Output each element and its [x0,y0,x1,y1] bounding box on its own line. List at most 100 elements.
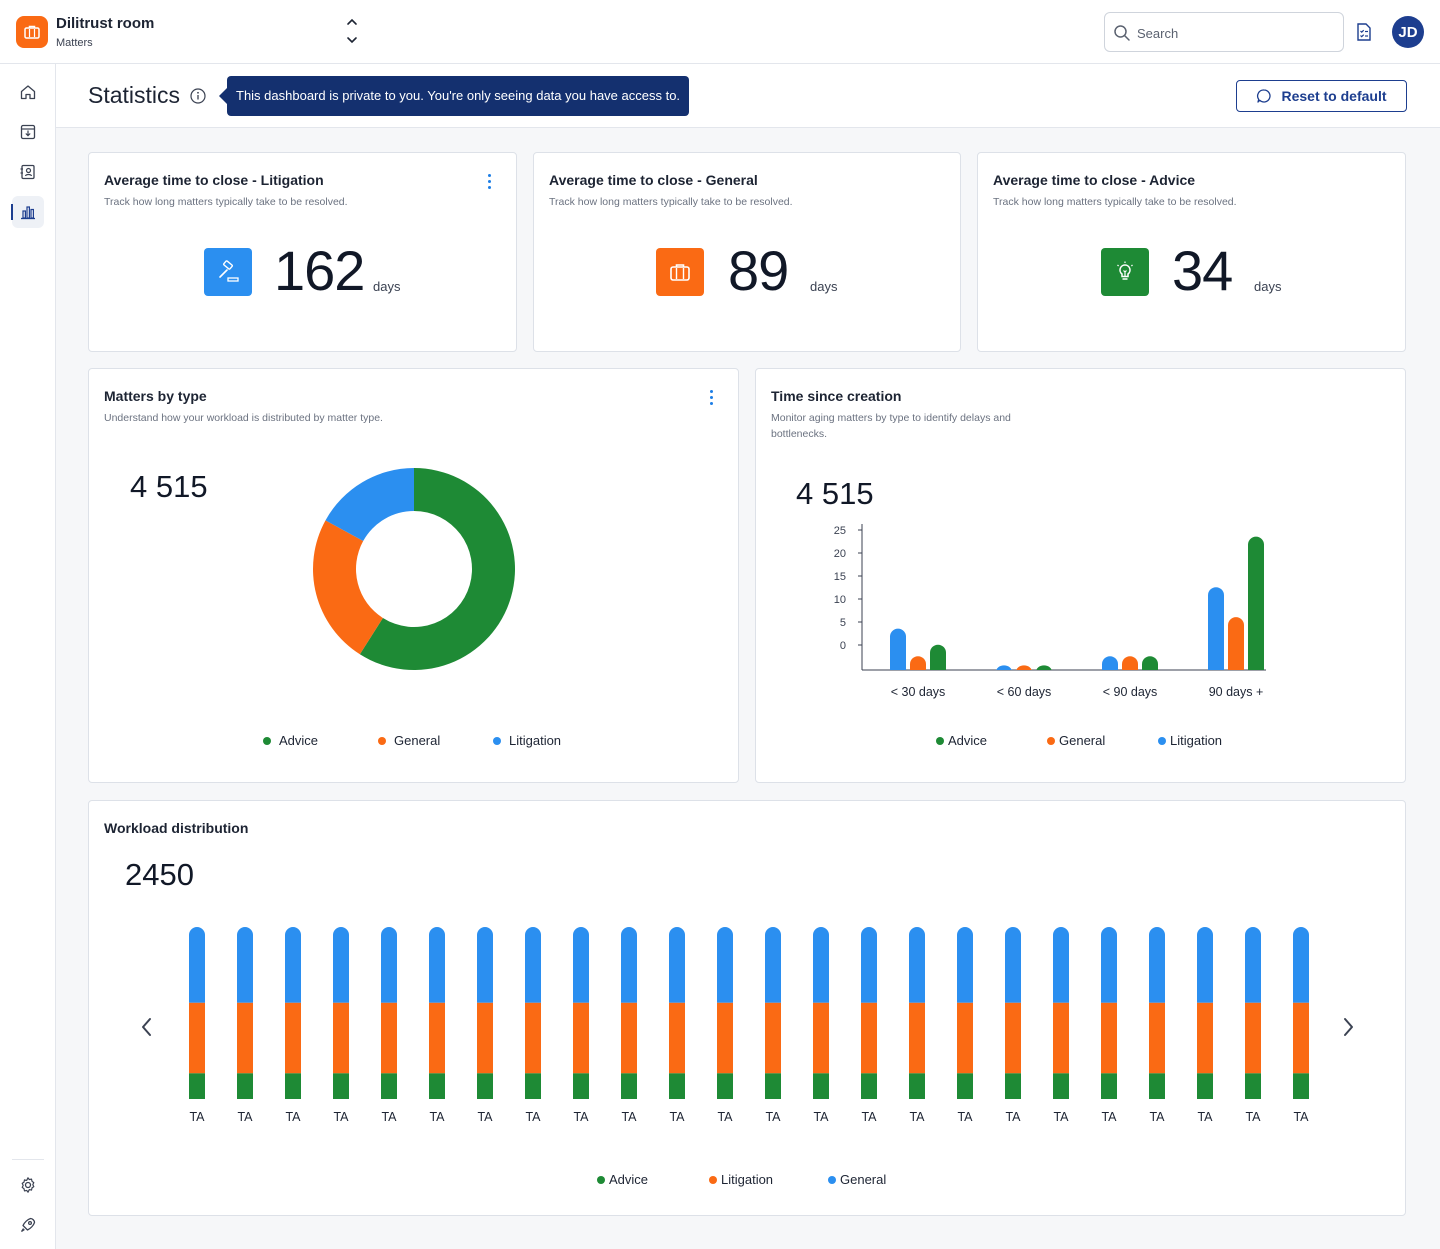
bar-segment-litigation[interactable] [477,1002,493,1074]
sidebar-item-home[interactable] [12,76,44,108]
bar-segment-general[interactable] [285,927,301,1003]
bar-segment-litigation[interactable] [1293,1002,1309,1074]
bar-segment-advice[interactable] [1197,1073,1213,1099]
bar-segment-general[interactable] [573,927,589,1003]
briefcase-icon[interactable] [16,16,48,48]
bar-segment-general[interactable] [381,927,397,1003]
bar-segment-general[interactable] [477,927,493,1003]
info-icon[interactable] [190,88,206,104]
bar-segment-advice[interactable] [909,1073,925,1099]
bar-segment-advice[interactable] [957,1073,973,1099]
bar-general[interactable] [1122,656,1138,678]
bar-segment-litigation[interactable] [813,1002,829,1074]
bar-segment-advice[interactable] [285,1073,301,1099]
sidebar-item-contacts[interactable] [12,156,44,188]
bar-general[interactable] [910,656,926,678]
bar-segment-general[interactable] [429,927,445,1003]
bar-segment-general[interactable] [1293,927,1309,1003]
avatar[interactable]: JD [1392,16,1424,48]
more-options-icon[interactable] [481,171,497,191]
bar-segment-litigation[interactable] [381,1002,397,1074]
bar-segment-advice[interactable] [669,1073,685,1099]
bar-advice[interactable] [1142,656,1158,678]
bar-general[interactable] [1228,617,1244,678]
bar-segment-litigation[interactable] [909,1002,925,1074]
bar-segment-litigation[interactable] [333,1002,349,1074]
bar-segment-litigation[interactable] [1005,1002,1021,1074]
bar-segment-general[interactable] [957,927,973,1003]
bar-litigation[interactable] [890,628,906,678]
bar-litigation[interactable] [1208,587,1224,678]
bar-litigation[interactable] [1102,656,1118,678]
sidebar-item-statistics[interactable] [11,196,44,228]
bar-segment-litigation[interactable] [861,1002,877,1074]
bar-litigation[interactable] [996,665,1012,678]
bar-segment-advice[interactable] [477,1073,493,1099]
bar-segment-general[interactable] [861,927,877,1003]
bar-segment-general[interactable] [1101,927,1117,1003]
bar-segment-advice[interactable] [861,1073,877,1099]
donut-slice-advice[interactable] [359,468,515,670]
bar-segment-general[interactable] [1149,927,1165,1003]
bar-segment-litigation[interactable] [1245,1002,1261,1074]
bar-segment-litigation[interactable] [237,1002,253,1074]
bar-segment-advice[interactable] [381,1073,397,1099]
bar-segment-litigation[interactable] [621,1002,637,1074]
bar-segment-general[interactable] [621,927,637,1003]
donut-slice-litigation[interactable] [325,468,414,542]
bar-segment-litigation[interactable] [429,1002,445,1074]
bar-segment-general[interactable] [765,927,781,1003]
bar-segment-general[interactable] [333,927,349,1003]
bar-segment-advice[interactable] [813,1073,829,1099]
chevron-right-icon[interactable] [1338,1014,1358,1040]
bar-segment-general[interactable] [1245,927,1261,1003]
bar-segment-general[interactable] [1005,927,1021,1003]
bar-segment-advice[interactable] [1245,1073,1261,1099]
bar-segment-advice[interactable] [1053,1073,1069,1099]
bar-segment-litigation[interactable] [1101,1002,1117,1074]
bar-segment-litigation[interactable] [1053,1002,1069,1074]
sidebar-item-inbox[interactable] [12,116,44,148]
bar-general[interactable] [1016,665,1032,678]
bar-segment-litigation[interactable] [189,1002,205,1074]
sidebar-item-launch[interactable] [12,1209,44,1241]
bar-segment-advice[interactable] [237,1073,253,1099]
bar-segment-litigation[interactable] [285,1002,301,1074]
sidebar-item-settings[interactable] [12,1169,44,1201]
bar-segment-general[interactable] [909,927,925,1003]
bar-segment-general[interactable] [669,927,685,1003]
bar-advice[interactable] [930,644,946,678]
reset-to-default-button[interactable]: Reset to default [1236,80,1407,112]
bar-advice[interactable] [1036,665,1052,678]
bar-segment-advice[interactable] [621,1073,637,1099]
bar-segment-general[interactable] [717,927,733,1003]
bar-segment-general[interactable] [1197,927,1213,1003]
bar-segment-general[interactable] [237,927,253,1003]
bar-segment-advice[interactable] [1293,1073,1309,1099]
bar-segment-advice[interactable] [189,1073,205,1099]
bar-segment-litigation[interactable] [1149,1002,1165,1074]
bar-segment-advice[interactable] [573,1073,589,1099]
chevron-left-icon[interactable] [137,1014,157,1040]
bar-segment-advice[interactable] [717,1073,733,1099]
bar-advice[interactable] [1248,536,1264,678]
bar-segment-general[interactable] [189,927,205,1003]
chevron-up-down-icon[interactable] [342,16,362,48]
bar-segment-advice[interactable] [525,1073,541,1099]
bar-segment-advice[interactable] [1149,1073,1165,1099]
bar-segment-advice[interactable] [1005,1073,1021,1099]
bar-segment-general[interactable] [525,927,541,1003]
bar-segment-litigation[interactable] [957,1002,973,1074]
donut-slice-general[interactable] [313,520,383,655]
document-checklist-icon[interactable] [1354,22,1374,42]
more-options-icon[interactable] [703,387,719,407]
bar-segment-litigation[interactable] [765,1002,781,1074]
bar-segment-advice[interactable] [765,1073,781,1099]
bar-segment-general[interactable] [813,927,829,1003]
search-input[interactable] [1137,22,1337,44]
bar-segment-litigation[interactable] [525,1002,541,1074]
bar-segment-advice[interactable] [333,1073,349,1099]
bar-segment-litigation[interactable] [717,1002,733,1074]
search-box[interactable] [1104,12,1344,52]
bar-segment-litigation[interactable] [669,1002,685,1074]
